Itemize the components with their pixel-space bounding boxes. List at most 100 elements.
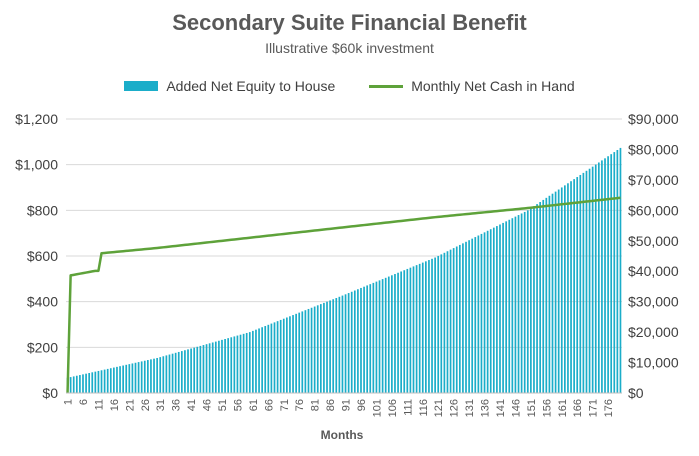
equity-bar	[165, 355, 168, 393]
equity-bar	[545, 197, 548, 393]
chart-title: Secondary Suite Financial Benefit	[172, 10, 527, 35]
equity-bar	[224, 339, 226, 393]
equity-bar	[214, 341, 217, 393]
right-axis-tick-label: $10,000	[628, 355, 679, 371]
equity-bar	[428, 260, 430, 393]
equity-bar	[301, 311, 304, 393]
x-axis-tick-label: 96	[356, 399, 368, 411]
equity-bar	[601, 160, 603, 393]
equity-bar	[298, 312, 301, 393]
equity-bar	[261, 327, 263, 393]
left-axis-tick-label: $600	[27, 248, 58, 264]
equity-bar	[499, 224, 501, 393]
equity-bar	[75, 375, 78, 393]
equity-bar	[440, 254, 443, 393]
right-axis-tick-label: $80,000	[628, 141, 679, 157]
x-axis-tick-label: 131	[464, 399, 476, 417]
equity-bar	[378, 280, 381, 393]
equity-bar	[557, 189, 560, 393]
equity-bar	[505, 221, 508, 393]
x-axis-tick-label: 136	[480, 399, 492, 417]
equity-bar	[313, 306, 316, 393]
equity-bar	[329, 300, 331, 393]
equity-bar	[502, 222, 504, 393]
equity-bar	[400, 271, 402, 393]
equity-bar	[369, 284, 372, 393]
x-axis-tick-label: 106	[387, 399, 399, 417]
equity-bar	[316, 305, 319, 393]
legend-label-cash: Monthly Net Cash in Hand	[411, 78, 575, 94]
x-axis-tick-label: 81	[310, 399, 322, 411]
equity-bar	[471, 238, 474, 393]
equity-bar	[199, 345, 202, 393]
x-axis-tick-label: 61	[248, 399, 260, 411]
bar-series-equity	[66, 147, 622, 393]
equity-bar	[100, 370, 103, 393]
equity-bar	[384, 277, 387, 393]
equity-bar	[208, 343, 211, 393]
equity-bar	[573, 179, 575, 393]
right-axis-tick-label: $0	[628, 385, 644, 401]
equity-bar	[109, 368, 112, 393]
equity-bar	[239, 334, 242, 393]
equity-bar	[211, 342, 214, 393]
x-axis-tick-label: 76	[294, 399, 306, 411]
x-axis-tick-label: 126	[449, 399, 461, 417]
x-axis-tick-label: 166	[572, 399, 584, 417]
equity-bar	[180, 351, 183, 393]
equity-bar	[526, 210, 529, 393]
equity-bar	[177, 351, 180, 393]
equity-bar	[143, 360, 146, 393]
equity-bar	[326, 301, 328, 393]
x-axis-tick-label: 6	[78, 399, 90, 405]
equity-bar	[350, 291, 353, 393]
right-axis-tick-label: $70,000	[628, 172, 679, 188]
equity-bar	[619, 147, 622, 393]
equity-bar	[597, 162, 600, 393]
equity-bar	[591, 166, 594, 393]
equity-bar	[196, 346, 199, 393]
equity-bar	[508, 219, 511, 393]
equity-bar	[233, 336, 236, 393]
left-axis-tick-label: $1,200	[15, 111, 58, 127]
x-axis-tick-label: 66	[263, 399, 275, 411]
equity-bar	[119, 366, 121, 393]
equity-bar	[122, 365, 124, 393]
axes: $0 $200 $400 $600 $800 $1,000 $1,200 $0 $10,000 $…	[15, 111, 679, 417]
equity-bar	[332, 299, 335, 393]
equity-bar	[85, 373, 87, 393]
equity-bar	[594, 164, 597, 393]
equity-bar	[520, 213, 523, 393]
equity-bar	[344, 294, 347, 393]
equity-bar	[412, 266, 415, 393]
equity-bar	[202, 345, 205, 393]
x-axis-tick-label: 116	[418, 399, 430, 417]
equity-bar	[613, 152, 616, 393]
equity-bar	[560, 187, 563, 393]
left-axis-tick-label: $1,000	[15, 157, 58, 173]
equity-bar	[88, 373, 91, 393]
equity-bar	[171, 353, 174, 393]
equity-bar	[585, 170, 588, 393]
x-axis-tick-label: 146	[510, 399, 522, 417]
equity-bar	[449, 249, 452, 393]
equity-bar	[128, 364, 131, 393]
equity-bar	[341, 295, 344, 393]
equity-bar	[418, 263, 421, 393]
equity-bar	[97, 370, 100, 393]
equity-bar	[106, 368, 109, 393]
equity-bar	[323, 302, 325, 393]
left-axis-tick-label: $0	[42, 385, 58, 401]
equity-bar	[252, 330, 254, 393]
equity-bar	[218, 340, 220, 393]
equity-bar	[375, 281, 378, 393]
right-axis-tick-label: $60,000	[628, 202, 679, 218]
equity-bar	[137, 362, 140, 393]
equity-bar	[480, 233, 483, 393]
equity-bar	[245, 332, 248, 393]
equity-bar	[462, 243, 464, 393]
equity-bar	[286, 317, 288, 393]
x-axis-tick-label: 71	[279, 399, 291, 411]
equity-bar	[434, 257, 436, 393]
equity-bar	[273, 322, 276, 393]
